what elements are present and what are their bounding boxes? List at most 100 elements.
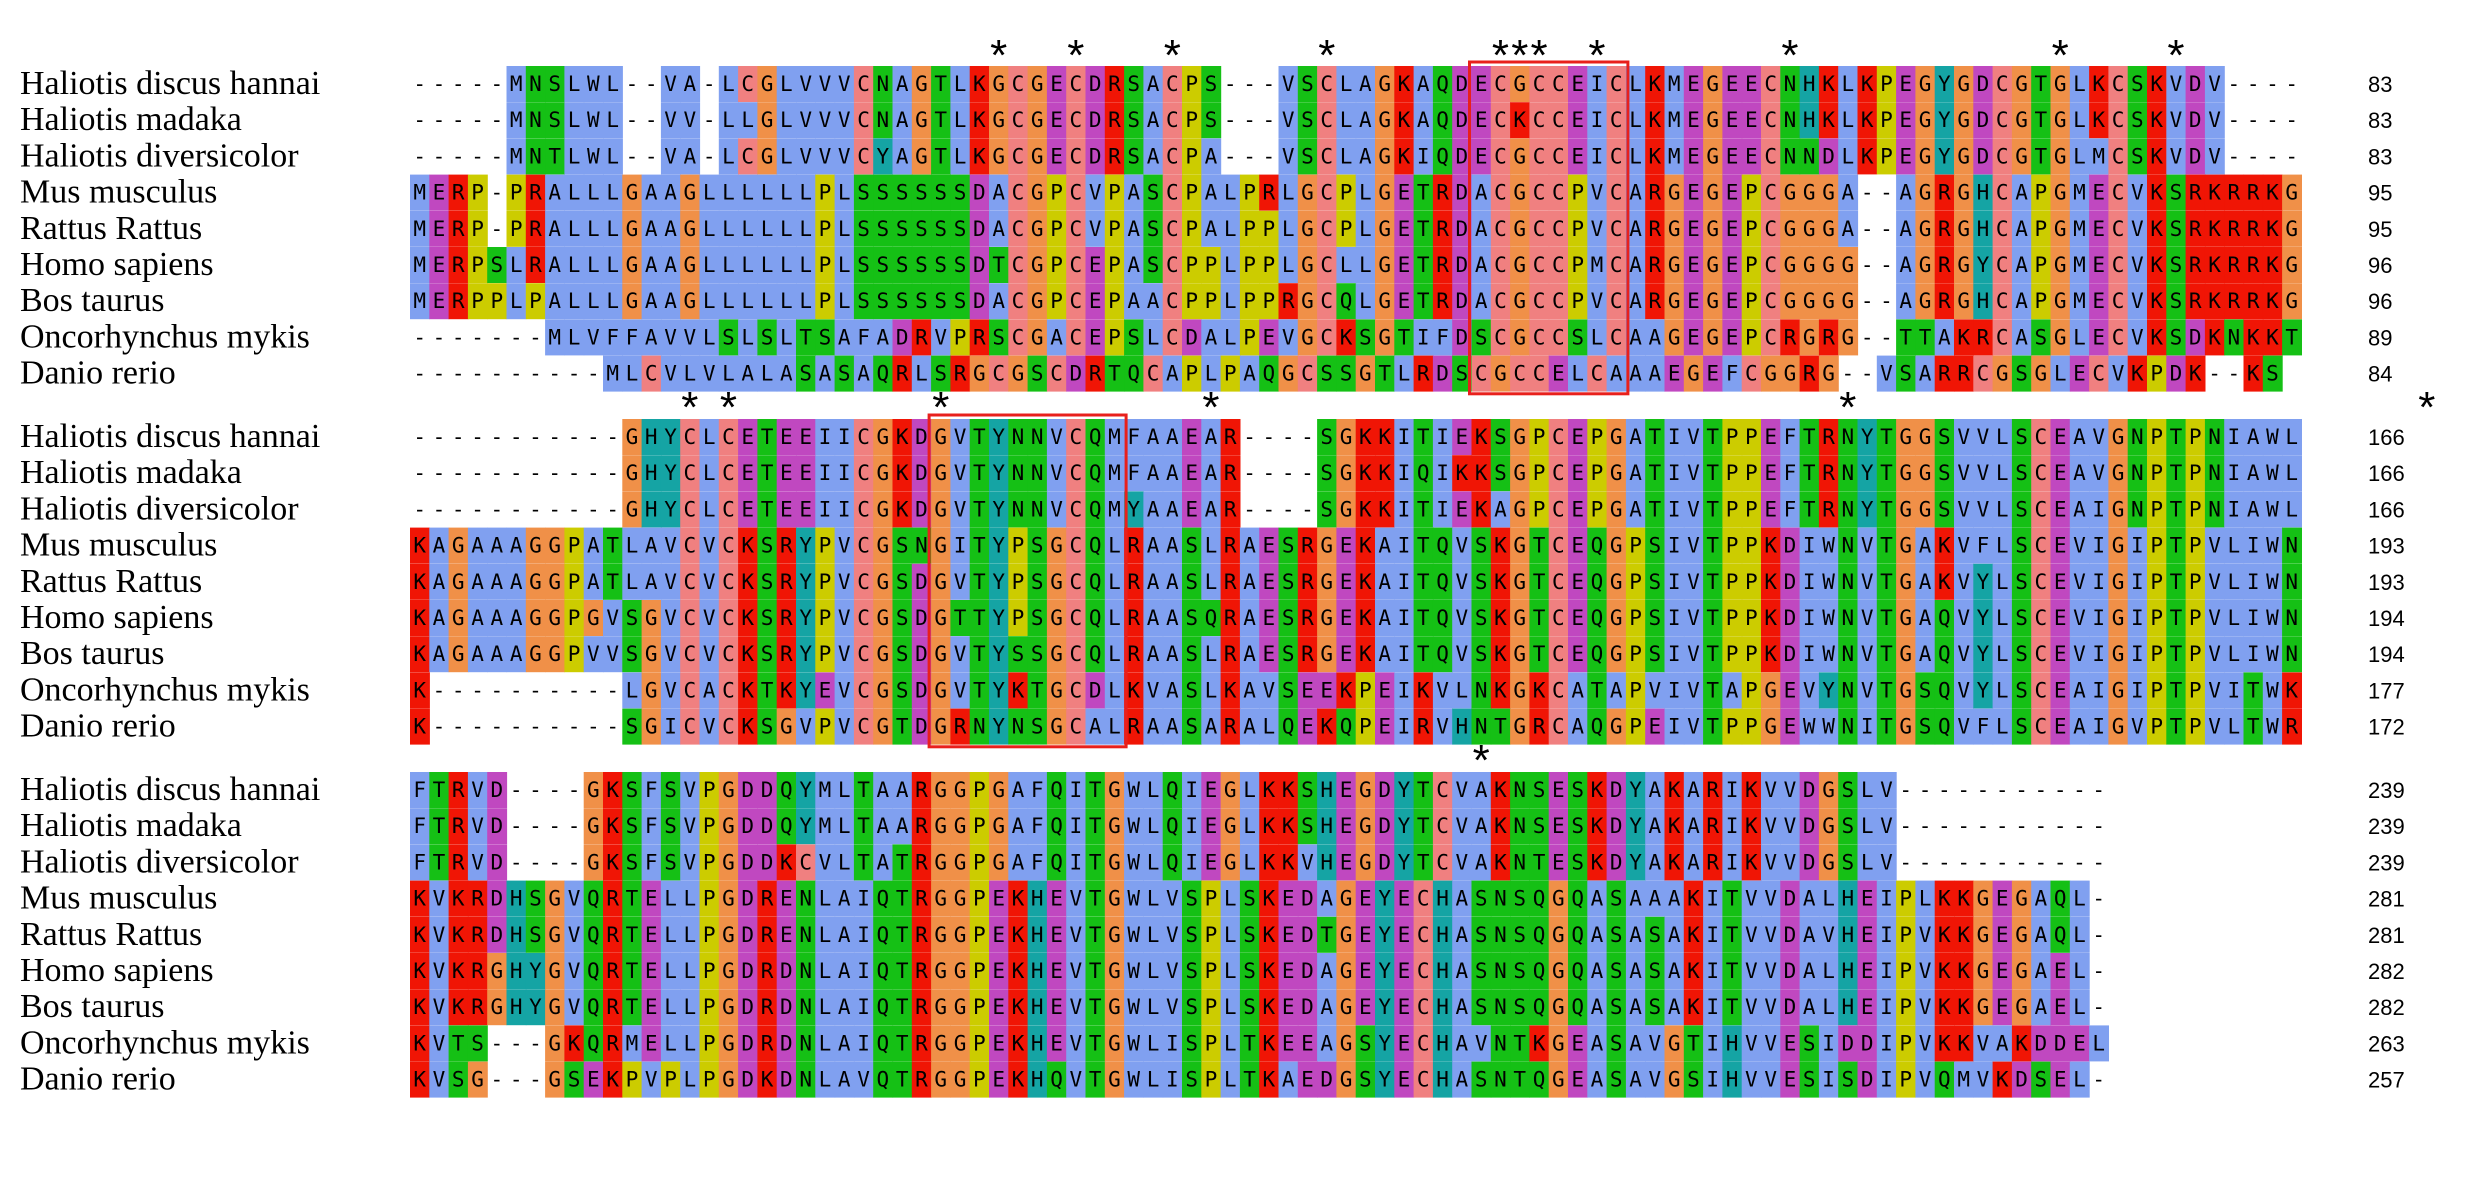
residue-letter: K	[2150, 325, 2163, 349]
residue-letter: A	[1456, 959, 1469, 983]
residue-letter: K	[413, 606, 426, 630]
residue-letter: T	[1880, 715, 1893, 739]
residue-letter: D	[1089, 144, 1102, 168]
residue-letter: V	[1861, 678, 1874, 702]
residue-letter: P	[1745, 497, 1758, 521]
residue-letter: E	[645, 959, 658, 983]
residue-letter: G	[1224, 814, 1237, 838]
residue-letter: G	[548, 606, 561, 630]
residue-cell	[950, 66, 971, 102]
residue-letter: -	[2073, 814, 2086, 838]
residue-letter: K	[1668, 814, 1681, 838]
residue-letter: G	[2112, 678, 2125, 702]
residue-letter: -	[510, 497, 523, 521]
residue-letter: N	[1784, 108, 1797, 132]
residue-letter: -	[568, 778, 581, 802]
residue-letter: G	[954, 887, 967, 911]
residue-letter: Q	[1340, 715, 1353, 739]
residue-letter: K	[1359, 642, 1372, 666]
species-label: Rattus Rattus	[20, 563, 202, 600]
residue-letter: -	[452, 425, 465, 449]
conservation-star: *	[932, 383, 949, 432]
residue-letter: -	[491, 461, 504, 485]
residue-cell	[1143, 66, 1164, 102]
residue-letter: R	[1127, 570, 1140, 594]
residue-letter: R	[1533, 715, 1546, 739]
residue-letter: I	[1706, 995, 1719, 1019]
residue-cell	[1896, 102, 1916, 139]
residue-letter: T	[1089, 1068, 1102, 1092]
residue-letter: Q	[587, 887, 600, 911]
residue-letter: E	[587, 1068, 600, 1092]
residue-letter: K	[1263, 850, 1276, 874]
residue-letter: V	[433, 1068, 446, 1092]
residue-letter: P	[2189, 497, 2202, 521]
residue-letter: S	[2015, 715, 2028, 739]
residue-letter: E	[1205, 814, 1218, 838]
residue-letter: K	[973, 72, 986, 96]
conservation-star: *	[1164, 31, 1181, 80]
residue-letter: L	[664, 923, 677, 947]
residue-letter: G	[1977, 959, 1990, 983]
species-label: Haliotis madaka	[20, 101, 242, 138]
residue-letter: R	[1224, 715, 1237, 739]
residue-letter: A	[1320, 887, 1333, 911]
residue-letter: C	[1533, 289, 1546, 313]
residue-letter: W	[2266, 497, 2279, 521]
residue-letter: A	[1938, 325, 1951, 349]
residue-letter: K	[2266, 325, 2279, 349]
residue-letter: S	[761, 642, 774, 666]
residue-letter: C	[1166, 325, 1179, 349]
residue-letter: S	[2170, 253, 2183, 277]
residue-letter: V	[568, 959, 581, 983]
residue-letter: R	[780, 534, 793, 558]
residue-letter: Y	[1378, 995, 1391, 1019]
residue-letter: C	[2112, 289, 2125, 313]
residue-letter: E	[1398, 217, 1411, 241]
residue-letter: C	[1591, 362, 1604, 386]
residue-letter: S	[1185, 606, 1198, 630]
residue-letter: -	[413, 461, 426, 485]
residue-letter: I	[819, 497, 832, 521]
residue-letter: -	[1301, 461, 1314, 485]
residue-letter: T	[2170, 425, 2183, 449]
residue-letter: P	[1243, 217, 1256, 241]
residue-letter: P	[973, 923, 986, 947]
residue-letter: H	[1436, 1068, 1449, 1092]
residue-letter: A	[1629, 995, 1642, 1019]
residue-letter: S	[2015, 497, 2028, 521]
residue-letter: V	[433, 923, 446, 947]
residue-letter: V	[2131, 325, 2144, 349]
residue-letter: Q	[1436, 144, 1449, 168]
residue-letter: K	[1861, 144, 1874, 168]
residue-letter: I	[1822, 1031, 1835, 1055]
residue-cell	[1201, 102, 1222, 139]
residue-letter: T	[606, 570, 619, 594]
residue-letter: P	[1243, 325, 1256, 349]
residue-cell	[873, 138, 894, 175]
residue-letter: P	[1591, 425, 1604, 449]
residue-letter: L	[1359, 253, 1372, 277]
residue-letter: S	[626, 814, 639, 838]
residue-letter: L	[1842, 108, 1855, 132]
residue-letter: V	[1436, 715, 1449, 739]
conservation-star: *	[990, 31, 1007, 80]
residue-cell	[1625, 66, 1646, 102]
residue-letter: D	[1185, 325, 1198, 349]
residue-letter: P	[819, 181, 832, 205]
residue-letter: G	[2285, 289, 2298, 313]
residue-letter: -	[2015, 778, 2028, 802]
residue-letter: P	[819, 534, 832, 558]
residue-letter: C	[857, 606, 870, 630]
residue-letter: G	[548, 959, 561, 983]
residue-letter: L	[1822, 887, 1835, 911]
residue-letter: V	[2208, 715, 2221, 739]
residue-letter: G	[2112, 534, 2125, 558]
residue-letter: L	[819, 995, 832, 1019]
species-label: Haliotis diversicolor	[20, 843, 299, 880]
residue-letter: K	[2208, 289, 2221, 313]
residue-letter: K	[2208, 181, 2221, 205]
residue-letter: Y	[1938, 108, 1951, 132]
residue-letter: V	[1977, 1031, 1990, 1055]
species-label: Oncorhynchus mykis	[20, 318, 310, 355]
